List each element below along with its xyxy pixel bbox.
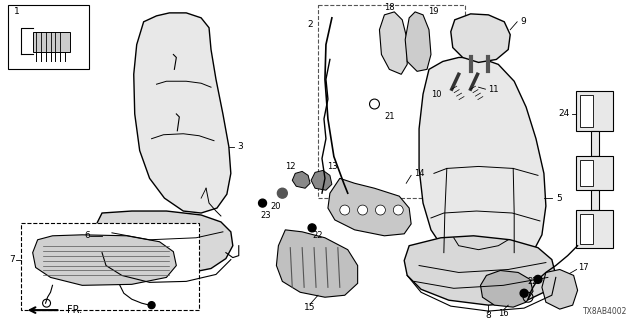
Text: 14: 14	[414, 169, 424, 178]
Polygon shape	[404, 236, 556, 305]
Text: 10: 10	[431, 90, 442, 99]
Text: 24: 24	[559, 109, 570, 118]
Bar	[591, 131, 600, 156]
Text: 17: 17	[577, 263, 588, 272]
Polygon shape	[328, 178, 411, 236]
Text: TX8AB4002: TX8AB4002	[583, 307, 627, 316]
Text: 15: 15	[305, 303, 316, 312]
Text: 13: 13	[328, 162, 338, 171]
Polygon shape	[451, 14, 510, 62]
Circle shape	[376, 205, 385, 215]
Polygon shape	[97, 211, 233, 274]
Text: 22: 22	[313, 231, 323, 240]
Bar	[591, 190, 600, 210]
Text: 19: 19	[428, 7, 438, 16]
Text: 7: 7	[9, 255, 15, 264]
Text: 11: 11	[488, 85, 499, 94]
Circle shape	[358, 205, 367, 215]
Polygon shape	[134, 13, 231, 213]
Bar	[580, 214, 593, 244]
Bar	[580, 95, 593, 127]
Bar	[575, 210, 613, 248]
Circle shape	[520, 289, 528, 297]
Polygon shape	[380, 12, 407, 74]
Circle shape	[259, 199, 266, 207]
Text: 8: 8	[486, 310, 492, 320]
Text: 21: 21	[384, 112, 395, 121]
Text: 23: 23	[260, 212, 271, 220]
Bar	[20, 223, 199, 310]
Polygon shape	[481, 270, 533, 307]
Circle shape	[148, 302, 155, 308]
Text: 16: 16	[498, 308, 509, 317]
Bar	[33, 32, 70, 52]
Polygon shape	[311, 171, 332, 190]
Bar	[318, 5, 465, 198]
Polygon shape	[419, 58, 546, 271]
Text: FR.: FR.	[67, 305, 83, 315]
Circle shape	[340, 205, 349, 215]
Text: 20: 20	[270, 202, 281, 211]
Polygon shape	[33, 235, 177, 285]
Text: 3: 3	[238, 142, 243, 151]
Text: 22: 22	[528, 277, 538, 286]
Bar	[575, 91, 613, 131]
Text: 6: 6	[84, 231, 90, 240]
Circle shape	[394, 205, 403, 215]
Polygon shape	[405, 12, 431, 71]
Text: 2: 2	[307, 20, 313, 29]
Text: 9: 9	[520, 17, 526, 26]
Polygon shape	[292, 172, 310, 188]
Bar	[575, 156, 613, 190]
Bar	[580, 159, 593, 186]
Circle shape	[308, 224, 316, 232]
Circle shape	[534, 276, 542, 283]
Polygon shape	[276, 230, 358, 297]
Polygon shape	[542, 269, 577, 309]
Circle shape	[277, 188, 287, 198]
Bar	[8, 5, 89, 69]
Text: 5: 5	[556, 194, 561, 203]
Text: 1: 1	[14, 7, 20, 16]
Text: 12: 12	[285, 162, 296, 171]
Text: 18: 18	[384, 4, 395, 12]
